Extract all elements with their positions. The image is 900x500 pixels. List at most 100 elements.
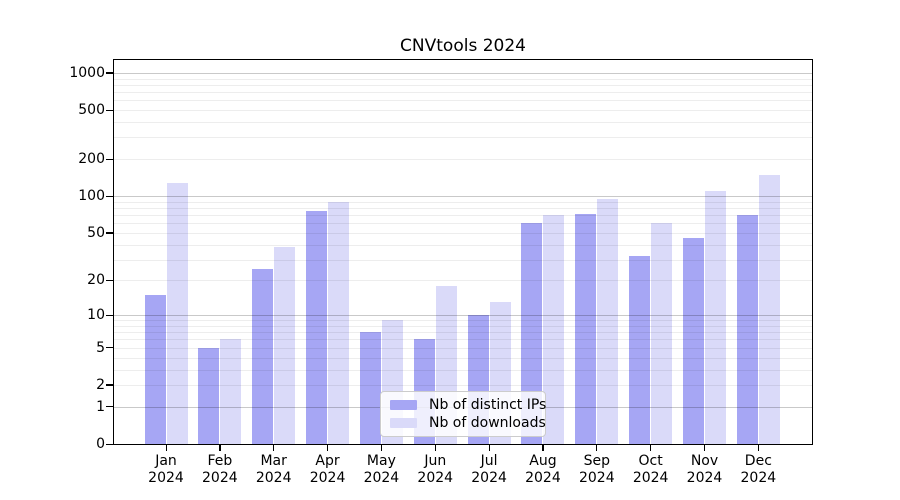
y-tick-label: 1000 <box>69 64 105 81</box>
x-tick-month: Sep <box>583 453 610 469</box>
minor-gridline <box>114 244 812 246</box>
x-tick-label: May 2024 <box>351 453 411 487</box>
y-tick-label: 10 <box>87 307 105 324</box>
minor-gridline <box>114 110 812 112</box>
minor-gridline <box>114 280 812 282</box>
x-tick-year: 2024 <box>740 470 777 486</box>
x-tick-month: Jul <box>480 453 498 469</box>
x-tick-month: Feb <box>207 453 233 469</box>
chart-title: CNVtools 2024 <box>400 36 526 56</box>
bar-downloads <box>543 215 565 444</box>
y-tick-mark <box>106 406 113 408</box>
x-tick-month: Apr <box>315 453 340 469</box>
x-tick-year: 2024 <box>202 470 238 486</box>
y-tick-mark <box>106 384 113 386</box>
minor-gridline <box>114 215 812 217</box>
y-tick-label: 2 <box>96 376 105 393</box>
minor-gridline <box>114 384 812 386</box>
legend-label-distinct-ips: Nb of distinct IPs <box>429 397 547 413</box>
bar-distinct-ips <box>306 211 328 444</box>
x-tick-label: Mar 2024 <box>244 453 304 487</box>
bar-downloads <box>651 223 673 444</box>
x-tick-month: Aug <box>529 453 557 469</box>
minor-gridline <box>114 78 812 80</box>
bar-distinct-ips <box>683 238 704 444</box>
y-tick-label: 500 <box>78 102 105 119</box>
y-tick-mark <box>106 347 113 349</box>
minor-gridline <box>114 357 812 359</box>
x-tick-month: Mar <box>260 453 287 469</box>
plot-area <box>113 59 813 445</box>
x-tick-mark <box>380 445 383 451</box>
x-tick-label: Aug 2024 <box>513 453 573 487</box>
y-tick-label: 50 <box>87 224 105 241</box>
x-tick-label: Oct 2024 <box>621 453 681 487</box>
x-tick-mark <box>219 445 221 451</box>
bar-distinct-ips <box>521 223 543 444</box>
major-gridline <box>114 196 812 198</box>
legend: Nb of distinct IPs Nb of downloads <box>380 391 546 437</box>
x-tick-mark <box>650 445 652 451</box>
bar-distinct-ips <box>252 269 274 444</box>
minor-gridline <box>114 259 812 261</box>
x-tick-mark <box>434 445 436 451</box>
legend-item-distinct-ips: Nb of distinct IPs <box>390 397 546 413</box>
x-tick-mark <box>757 445 760 451</box>
x-tick-label: Apr 2024 <box>298 453 358 487</box>
y-tick-mark <box>106 72 113 74</box>
x-tick-month: Dec <box>744 453 772 469</box>
bar-downloads <box>705 191 726 444</box>
minor-gridline <box>114 347 812 349</box>
legend-label-downloads: Nb of downloads <box>429 415 546 431</box>
minor-gridline <box>114 369 812 371</box>
y-tick-label: 0 <box>96 436 105 452</box>
minor-gridline <box>114 122 812 124</box>
x-tick-mark <box>327 445 329 451</box>
y-tick-mark <box>106 158 113 160</box>
x-tick-mark <box>542 445 544 451</box>
x-tick-year: 2024 <box>309 470 346 486</box>
y-tick-mark <box>106 109 113 111</box>
bar-downloads <box>220 339 242 444</box>
y-tick-mark <box>106 195 113 197</box>
bar-downloads <box>166 183 188 444</box>
x-tick-month: May <box>366 453 396 469</box>
bar-distinct-ips <box>198 347 220 444</box>
minor-gridline <box>114 207 812 209</box>
x-tick-mark <box>704 445 706 451</box>
minor-gridline <box>114 84 812 86</box>
minor-gridline <box>114 137 812 139</box>
minor-gridline <box>114 332 812 334</box>
major-gridline <box>114 72 812 74</box>
legend-swatch-downloads <box>390 418 417 428</box>
bar-distinct-ips <box>359 332 381 444</box>
minor-gridline <box>114 223 812 225</box>
legend-swatch-distinct-ips <box>390 400 417 410</box>
x-tick-label: Dec 2024 <box>728 453 788 487</box>
x-tick-month: Nov <box>690 453 719 469</box>
minor-gridline <box>114 325 812 327</box>
y-tick-mark <box>106 443 113 445</box>
x-tick-label: Jan 2024 <box>136 453 196 487</box>
bar-downloads <box>328 201 350 444</box>
minor-gridline <box>114 201 812 203</box>
minor-gridline <box>114 339 812 341</box>
x-tick-year: 2024 <box>525 470 561 486</box>
bar-distinct-ips <box>575 213 597 444</box>
minor-gridline <box>114 320 812 322</box>
y-tick-mark <box>106 232 113 234</box>
x-tick-label: Jun 2024 <box>405 453 465 487</box>
x-tick-label: Nov 2024 <box>675 453 735 487</box>
x-tick-year: 2024 <box>255 470 292 486</box>
x-tick-month: Oct <box>638 453 663 469</box>
x-tick-mark <box>273 445 275 451</box>
x-tick-mark <box>165 445 167 451</box>
x-tick-year: 2024 <box>363 470 400 486</box>
y-tick-label: 1 <box>96 398 105 415</box>
x-tick-year: 2024 <box>632 470 669 486</box>
major-gridline <box>114 315 812 317</box>
y-tick-label: 200 <box>78 151 105 168</box>
bar-distinct-ips <box>736 215 758 444</box>
y-tick-label: 5 <box>96 339 105 356</box>
